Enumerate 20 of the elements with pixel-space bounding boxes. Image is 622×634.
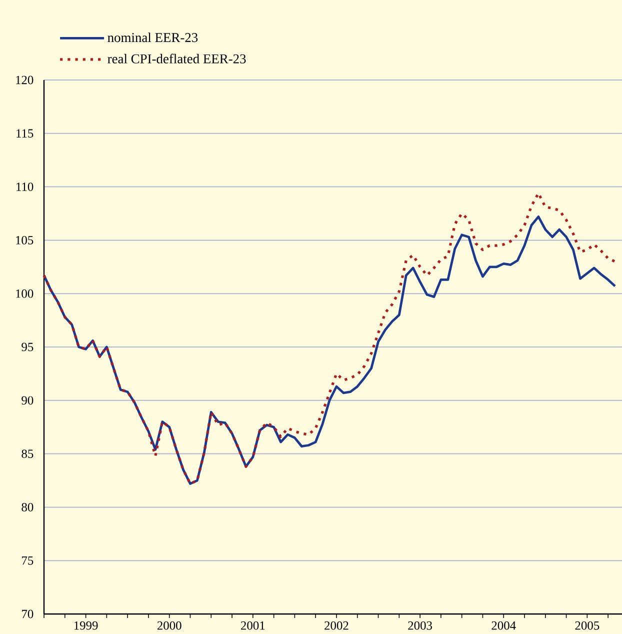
y-tick-label: 120 (16, 76, 34, 84)
legend-label: real CPI-deflated EER-23 (108, 54, 246, 64)
x-tick-label: 2003 (408, 621, 432, 630)
y-tick-label: 85 (22, 450, 34, 458)
y-tick-label: 105 (16, 236, 34, 244)
y-tick-label: 90 (22, 396, 34, 405)
y-tick-label: 100 (16, 289, 34, 298)
y-tick-label: 80 (22, 502, 34, 512)
x-tick-label: 2005 (575, 621, 600, 630)
legend-label: nominal EER-23 (108, 32, 198, 42)
x-tick-label: 2001 (241, 621, 265, 630)
x-tick-label: 2004 (492, 621, 516, 630)
y-tick-label: 70 (22, 610, 34, 618)
y-tick-label: 110 (16, 182, 34, 191)
x-tick-label: 1999 (74, 621, 98, 630)
x-tick-label: 2000 (157, 621, 182, 630)
x-tick-label: 2002 (324, 621, 348, 630)
y-tick-label: 75 (22, 556, 34, 565)
y-tick-label: 95 (22, 342, 34, 352)
y-tick-label: 115 (16, 129, 34, 138)
